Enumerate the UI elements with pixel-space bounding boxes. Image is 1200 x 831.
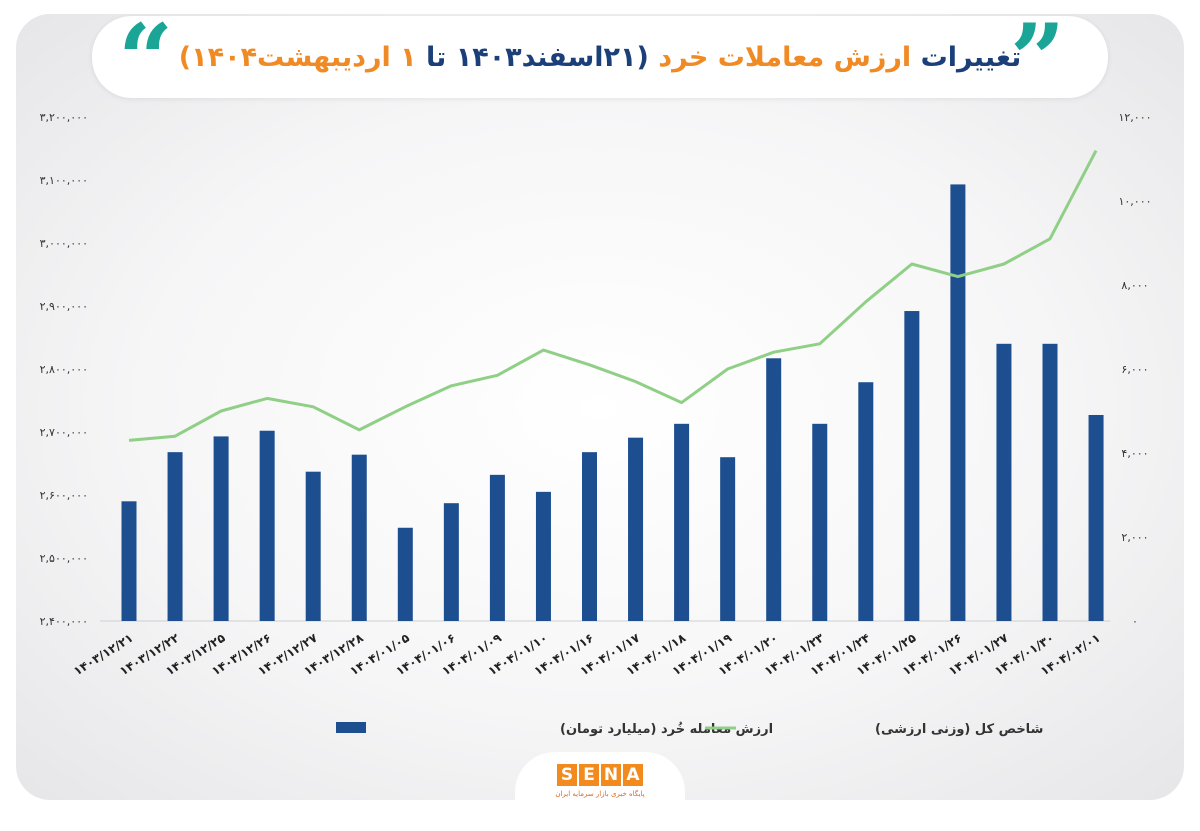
logo-subtitle: پایگاه خبری بازار سرمایه ایران xyxy=(555,790,645,798)
quote-close-icon: ” xyxy=(1010,3,1066,116)
bar xyxy=(259,430,275,621)
bar xyxy=(351,454,367,621)
left-tick-label: ۲,۶۰۰,۰۰۰ xyxy=(40,489,88,502)
title-banner: تغییرات ارزش معاملات خرد (۲۱اسفند۱۴۰۳ تا… xyxy=(92,16,1108,98)
right-tick-label: ۸,۰۰۰ xyxy=(1121,279,1148,292)
bar xyxy=(812,423,828,621)
bar xyxy=(720,457,736,621)
bar xyxy=(397,527,413,621)
bar xyxy=(950,184,966,621)
bar xyxy=(489,474,505,621)
right-tick-label: ۴,۰۰۰ xyxy=(1121,447,1148,460)
title-part-1: تغییرات xyxy=(920,41,1022,73)
bar xyxy=(121,501,137,621)
index-line xyxy=(128,149,1098,442)
left-tick-label: ۲,۹۰۰,۰۰۰ xyxy=(40,300,88,313)
sena-logo: S E N A پایگاه خبری بازار سرمایه ایران xyxy=(515,752,685,826)
legend-bar-label: ارزش معامله خُرد (میلیارد تومان) xyxy=(560,721,773,737)
left-tick-label: ۳,۰۰۰,۰۰۰ xyxy=(40,237,88,250)
bar xyxy=(996,343,1012,621)
title-part-2: ارزش معاملات خرد xyxy=(658,41,912,73)
bar xyxy=(213,436,229,621)
bar xyxy=(167,452,183,621)
bar xyxy=(766,358,782,621)
logo-letter: S xyxy=(557,764,577,786)
bar xyxy=(674,423,690,621)
right-axis-ticks: ۰ ۲,۰۰۰ ۴,۰۰۰ ۶,۰۰۰ ۸,۰۰۰ ۱۰,۰۰۰ ۱۲,۰۰۰ xyxy=(1118,111,1151,628)
logo-letter: A xyxy=(623,764,643,786)
bar xyxy=(443,503,459,621)
chart-frame xyxy=(16,14,1184,800)
left-tick-label: ۲,۷۰۰,۰۰۰ xyxy=(40,426,88,439)
bar xyxy=(582,452,597,621)
title-part-4: ۱ اردیبهشت۱۴۰۴) xyxy=(178,41,417,73)
bar xyxy=(1042,343,1058,621)
bar xyxy=(305,471,321,621)
bar xyxy=(1088,414,1104,621)
left-tick-label: ۲,۴۰۰,۰۰۰ xyxy=(40,615,88,628)
bar xyxy=(535,491,551,621)
bar xyxy=(858,382,874,621)
right-tick-label: ۱۰,۰۰۰ xyxy=(1118,195,1151,208)
bar-series xyxy=(121,184,1104,621)
legend: ارزش معامله خُرد (میلیارد تومان) شاخص کل… xyxy=(336,721,1043,737)
left-axis-ticks: ۲,۴۰۰,۰۰۰ ۲,۵۰۰,۰۰۰ ۲,۶۰۰,۰۰۰ ۲,۷۰۰,۰۰۰ ۲,۸۰… xyxy=(40,111,88,628)
left-tick-label: ۳,۱۰۰,۰۰۰ xyxy=(40,174,88,187)
left-tick-label: ۳,۲۰۰,۰۰۰ xyxy=(40,111,88,124)
bar xyxy=(628,437,644,621)
logo-letter: E xyxy=(579,764,599,786)
quote-open-icon: “ xyxy=(118,3,174,116)
right-tick-label: ۰ xyxy=(1132,615,1138,628)
logo-letter: N xyxy=(601,764,621,786)
left-tick-label: ۲,۵۰۰,۰۰۰ xyxy=(40,552,88,565)
legend-bar-swatch xyxy=(336,722,366,733)
right-tick-label: ۱۲,۰۰۰ xyxy=(1118,111,1151,124)
right-tick-label: ۲,۰۰۰ xyxy=(1121,531,1148,544)
legend-line-label: شاخص کل (وزنی ارزشی) xyxy=(875,722,1043,737)
chart-title: تغییرات ارزش معاملات خرد (۲۱اسفند۱۴۰۳ تا… xyxy=(179,42,1021,73)
bar xyxy=(904,311,920,621)
x-axis-ticks: ۱۴۰۳/۱۲/۲۱۱۴۰۳/۱۲/۲۲۱۴۰۳/۱۲/۲۵۱۴۰۳/۱۲/۲۶… xyxy=(71,630,1103,678)
title-part-3: (۲۱اسفند۱۴۰۳ تا xyxy=(426,41,649,73)
left-tick-label: ۲,۸۰۰,۰۰۰ xyxy=(40,363,88,376)
sena-logo-mark: S E N A xyxy=(557,764,643,786)
right-tick-label: ۶,۰۰۰ xyxy=(1121,363,1148,376)
